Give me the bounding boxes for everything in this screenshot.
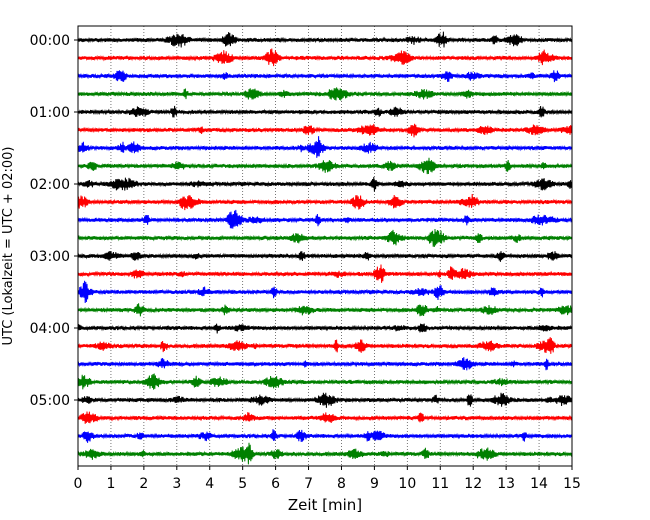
x-tick-label: 11 (431, 476, 449, 492)
x-tick-label: 1 (106, 476, 115, 492)
trace-line (77, 136, 573, 158)
trace-line (77, 392, 573, 408)
x-tick-label: 6 (271, 476, 280, 492)
x-axis-ticks: 0 1 2 3 4 5 6 7 8 9 10 11 12 13 14 15 (74, 466, 581, 492)
y-tick-label: 02:00 (30, 177, 70, 193)
trace-line (77, 357, 573, 371)
trace-line (77, 193, 573, 211)
trace-line (77, 264, 573, 283)
x-tick-label: 0 (74, 476, 83, 492)
y-axis-label: UTC (Lokalzeit = UTC + 02:00) (1, 147, 16, 346)
trace-line (77, 209, 573, 229)
x-tick-label: 4 (205, 476, 214, 492)
x-axis-label: Zeit [min] (288, 496, 362, 514)
y-tick-label: 03:00 (30, 249, 70, 265)
x-tick-label: 2 (139, 476, 148, 492)
y-axis-ticks: 00:00 01:00 02:00 03:00 04:00 05:00 (30, 33, 78, 409)
x-tick-label: 8 (337, 476, 346, 492)
seismic-traces (77, 31, 573, 465)
trace-line (77, 411, 573, 424)
trace-line (77, 303, 573, 317)
x-tick-label: 12 (464, 476, 482, 492)
trace-line (77, 442, 573, 465)
trace-line (77, 31, 573, 48)
vertical-grid (110, 26, 540, 466)
trace-line (77, 176, 573, 192)
x-tick-label: 9 (370, 476, 379, 492)
trace-line (77, 280, 573, 304)
trace-line (77, 157, 573, 175)
trace-line (77, 323, 573, 334)
trace-line (77, 70, 573, 83)
x-tick-label: 10 (398, 476, 416, 492)
trace-line (77, 429, 573, 443)
x-tick-label: 14 (530, 476, 548, 492)
trace-line (77, 228, 573, 247)
trace-line (77, 105, 573, 118)
trace-line (77, 87, 573, 101)
x-tick-label: 3 (172, 476, 181, 492)
x-tick-label: 5 (238, 476, 247, 492)
trace-line (77, 373, 573, 390)
y-tick-label: 05:00 (30, 393, 70, 409)
plot-frame (77, 25, 573, 467)
trace-line (77, 250, 573, 262)
y-tick-label: 00:00 (30, 33, 70, 49)
x-tick-label: 15 (563, 476, 581, 492)
trace-line (77, 123, 573, 138)
x-tick-label: 7 (304, 476, 313, 492)
trace-line (77, 48, 573, 67)
x-tick-label: 13 (497, 476, 515, 492)
plot-area (78, 26, 572, 466)
y-tick-label: 04:00 (30, 321, 70, 337)
y-tick-label: 01:00 (30, 105, 70, 121)
trace-line (77, 337, 573, 354)
